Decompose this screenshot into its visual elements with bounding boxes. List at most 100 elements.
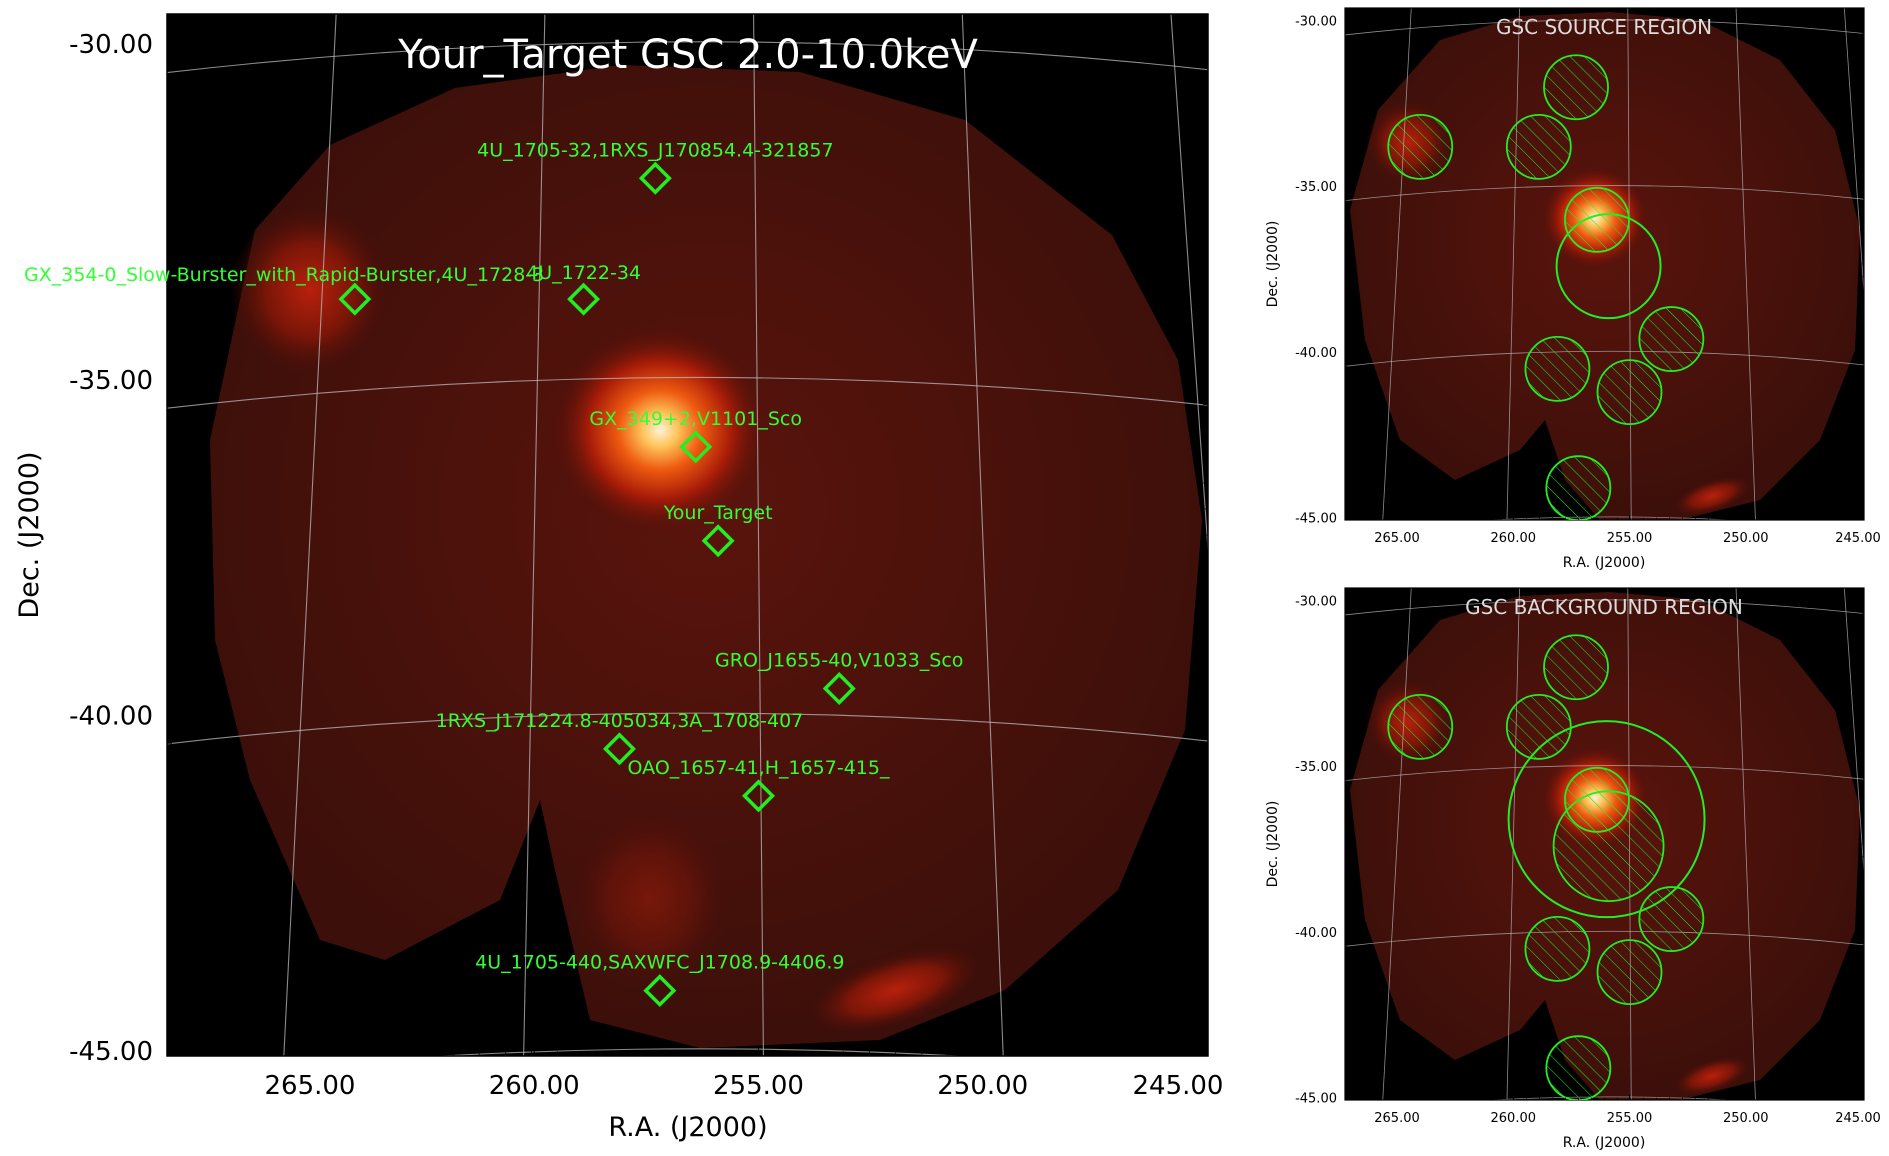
background-region-panel: 265.00 260.00 255.00 250.00 245.00 -30.00 -35.…: [1265, 587, 1881, 1151]
ra-tick-label: 265.00: [265, 1071, 356, 1101]
grid-line-ra: [1382, 8, 1412, 520]
background-panel-axes: 265.00 260.00 255.00 250.00 245.00 -30.00 -35.…: [1295, 587, 1881, 1126]
source-panel-axes: 265.00 260.00 255.00 250.00 245.00 -30.00 -35.…: [1295, 7, 1881, 546]
source-label: Your_Target: [663, 502, 773, 524]
dec-tick-label: -40.00: [1295, 926, 1337, 941]
dec-tick-label: -35.00: [69, 366, 153, 396]
excluded-region: [1564, 186, 1630, 253]
dec-tick-label: -30.00: [1295, 15, 1337, 30]
grid-line-ra: [753, 14, 764, 1056]
grid-line-ra: [961, 14, 1004, 1056]
ra-tick-label: 260.00: [489, 1071, 580, 1101]
source-panel-ylabel: Dec. (J2000): [1265, 221, 1281, 308]
dec-tick-label: -30.00: [1295, 595, 1337, 610]
ra-tick-label: 255.00: [713, 1071, 804, 1101]
excluded-region: [1552, 790, 1665, 903]
grid-line-ra: [1506, 8, 1520, 520]
dec-tick-label: -45.00: [1295, 1092, 1337, 1107]
source-label: GRO_J1655-40,V1033_Sco: [715, 649, 963, 671]
ra-tick-label: 245.00: [1835, 531, 1881, 546]
source-label: 4U_1705-32,1RXS_J170854.4-321857: [477, 139, 833, 161]
grid-line-ra: [1735, 588, 1756, 1100]
source-marker: [602, 732, 636, 766]
dec-tick-label: -35.00: [1295, 760, 1337, 775]
grid-line-dec: [1345, 350, 1864, 367]
grid-line-ra: [1506, 588, 1520, 1100]
grid-line-ra: [1382, 588, 1412, 1100]
excluded-region: [1543, 634, 1609, 701]
source-marker: [701, 524, 735, 558]
ra-tick-label: 265.00: [1374, 531, 1420, 546]
grid-line-dec: [1483, 516, 1739, 520]
dec-tick-label: -45.00: [69, 1037, 153, 1067]
excluded-region: [1543, 54, 1609, 121]
dec-tick-label: -30.00: [69, 30, 153, 60]
ra-tick-label: 250.00: [1723, 1111, 1769, 1126]
source-region-panel: 265.00 260.00 255.00 250.00 245.00 -30.00 -35.…: [1265, 7, 1881, 571]
grid-line-dec: [167, 41, 1208, 74]
grid-line-dec: [1345, 19, 1864, 36]
dec-tick-label: -40.00: [69, 701, 153, 731]
background-panel-title: GSC BACKGROUND REGION: [1465, 595, 1743, 619]
grid-line-ra: [523, 14, 546, 1056]
excluded-region: [1524, 916, 1591, 982]
main-coordinate-grid: [167, 14, 1208, 1056]
ra-tick-label: 255.00: [1607, 1111, 1653, 1126]
ra-tick-label: 245.00: [1835, 1111, 1881, 1126]
excluded-region: [1638, 886, 1705, 952]
main-panel: 265.00 260.00 255.00 250.00 245.00 -30.00 -35.…: [14, 13, 1224, 1143]
source-label: GX_354-0_Slow-Burster_with_Rapid-Burster…: [24, 264, 544, 286]
excluded-region: [1545, 1035, 1612, 1100]
grid-line-ra: [1627, 8, 1632, 520]
ra-tick-label: 260.00: [1491, 1111, 1537, 1126]
source-label: 1RXS_J171224.8-405034,3A_1708-407: [436, 710, 804, 732]
main-image-emission: [210, 65, 1202, 1048]
ra-tick-label: 245.00: [1133, 1071, 1224, 1101]
background-panel-ylabel: Dec. (J2000): [1265, 801, 1281, 888]
source-label: 4U_1722-34: [526, 262, 641, 284]
excluded-region: [1545, 455, 1612, 520]
ra-tick-label: 250.00: [1723, 531, 1769, 546]
main-ylabel: Dec. (J2000): [14, 451, 45, 618]
source-panel-title: GSC SOURCE REGION: [1496, 15, 1712, 39]
dec-tick-label: -45.00: [1295, 512, 1337, 527]
grid-line-dec: [1483, 1096, 1740, 1100]
grid-line-dec: [1345, 185, 1864, 202]
source-panel-grid: [1345, 8, 1864, 520]
source-marker: [338, 282, 372, 316]
main-xlabel: R.A. (J2000): [608, 1112, 767, 1143]
source-panel-regions: [1387, 54, 1705, 520]
source-panel-xlabel: R.A. (J2000): [1563, 555, 1646, 571]
ra-tick-label: 250.00: [937, 1071, 1028, 1101]
excluded-region: [1596, 939, 1663, 1005]
background-panel-regions: [1387, 634, 1706, 1100]
excluded-region: [1387, 114, 1454, 180]
source-label: OAO_1657-41,H_1657-415_: [628, 757, 890, 779]
source-label: 4U_1705-440,SAXWFC_J1708.9-4406.9: [475, 952, 844, 974]
grid-line-dec: [167, 712, 1208, 745]
excluded-region: [1387, 694, 1454, 760]
main-title: Your_Target GSC 2.0-10.0keV: [397, 32, 978, 78]
source-marker: [679, 430, 713, 464]
main-source-labels: 4U_1705-32,1RXS_J170854.4-321857 GX_354-0…: [24, 139, 963, 973]
grid-line-dec: [1345, 765, 1864, 782]
grid-line-dec: [1345, 930, 1864, 947]
dec-tick-label: -35.00: [1295, 180, 1337, 195]
source-marker: [567, 282, 601, 316]
excluded-region: [1524, 335, 1591, 402]
source-marker: [638, 161, 672, 195]
grid-line-ra: [283, 14, 337, 1056]
main-source-markers: [338, 161, 856, 1008]
ra-tick-label: 260.00: [1491, 531, 1537, 546]
excluded-region: [1505, 114, 1572, 180]
extraction-region: [1555, 213, 1662, 320]
grid-line-dec: [1345, 599, 1864, 616]
background-panel-xlabel: R.A. (J2000): [1563, 1135, 1646, 1151]
ra-tick-label: 255.00: [1607, 531, 1653, 546]
grid-line-dec: [433, 1048, 968, 1056]
main-axes: 265.00 260.00 255.00 250.00 245.00 -30.00 -35.…: [69, 13, 1224, 1101]
source-marker: [643, 974, 677, 1008]
excluded-region: [1596, 359, 1663, 425]
source-label: GX_349+2,V1101_Sco: [589, 408, 802, 430]
